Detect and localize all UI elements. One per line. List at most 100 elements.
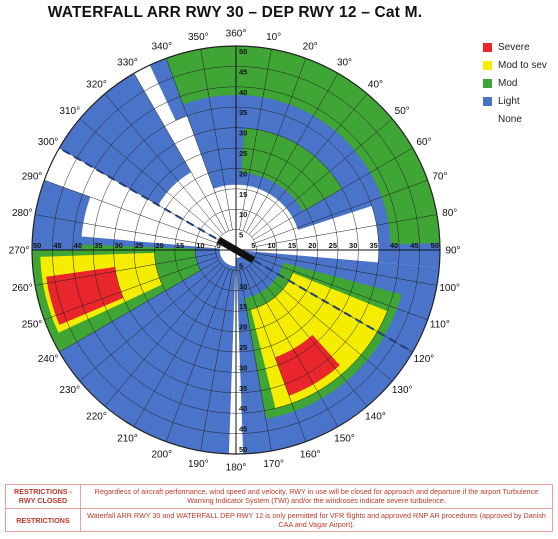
legend-label: Severe (498, 41, 530, 53)
ring-label: 25 (239, 149, 247, 158)
ring-label: 35 (239, 108, 247, 117)
runway-marker (62, 149, 410, 351)
bearing-label: 170° (263, 459, 284, 470)
legend-item-light: Light (483, 92, 547, 110)
ring-label: 45 (239, 425, 247, 434)
ring-label: 5 (251, 241, 255, 250)
bearing-label: 20° (303, 42, 318, 53)
restriction-row-rwy-closed: RESTRICTIONS - RWY CLOSED Regardless of … (5, 484, 553, 509)
bearing-label: 110° (430, 320, 450, 331)
turbulence-band (32, 180, 91, 250)
bearing-label: 230° (59, 385, 80, 396)
bearing-label: 150° (334, 433, 355, 444)
bearing-label: 90° (445, 246, 460, 257)
bearing-label: 330° (117, 58, 138, 69)
legend-swatch (483, 78, 492, 88)
bearing-label: 120° (414, 354, 435, 365)
bearing-line (248, 93, 368, 235)
restriction-label: RESTRICTIONS (5, 507, 81, 533)
restriction-text: Waterfall ARR RWY 30 and WATERFALL DEP R… (80, 507, 553, 533)
bearing-label: 360° (226, 29, 247, 40)
turbulence-band (59, 73, 192, 206)
chart-title: WATERFALL ARR RWY 30 – DEP RWY 12 – Cat … (47, 4, 423, 21)
legend-label: Mod to sev (498, 59, 547, 71)
legend-item-severe: Severe (483, 38, 547, 56)
bearing-labels: 360° 10° 20° 30° 40° 50° 60° 70° 80° 90° 100° 110° 1… (9, 29, 461, 474)
bearing-line (35, 214, 216, 247)
bearing-label: 30° (337, 58, 352, 69)
bearing-label: 100° (439, 283, 460, 294)
turbulence-band (275, 334, 340, 396)
restriction-text: Regardless of aircraft performance, wind… (80, 484, 553, 509)
polar-grid (31, 45, 441, 455)
bearing-label: 160° (300, 449, 321, 460)
bearing-line (239, 270, 272, 451)
ring-label: 20 (155, 241, 163, 250)
bearing-label: 250° (22, 320, 43, 331)
ring-label: 40 (239, 88, 247, 97)
legend-label: Light (498, 95, 520, 107)
legend: Severe Mod to sev Mod Light None (483, 38, 547, 128)
bearing-label: 60° (416, 137, 431, 148)
bearing-line (104, 93, 224, 235)
bearing-line (200, 270, 233, 451)
legend-swatch (483, 115, 492, 124)
runway-bar (216, 236, 256, 264)
ring-label: 10 (267, 241, 275, 250)
restriction-label: RESTRICTIONS - RWY CLOSED (5, 484, 81, 509)
legend-item-none: None (483, 110, 547, 128)
bearing-label: 270° (9, 246, 30, 257)
bearing-line (165, 58, 230, 231)
bearing-line (253, 147, 413, 241)
bearing-label: 290° (22, 171, 43, 182)
bearing-label: 300° (38, 137, 59, 148)
ring-label: 20 (239, 169, 247, 178)
bearing-line (256, 253, 437, 286)
ring-label: 5 (239, 261, 243, 270)
bearing-label: 310° (59, 106, 80, 117)
turbulence-zones (32, 45, 440, 454)
ring-label: 45 (53, 241, 61, 250)
ring-label: 5 (239, 231, 243, 240)
turbulence-band (241, 127, 343, 212)
ring-label: 20 (239, 323, 247, 332)
restriction-row-vfr: RESTRICTIONS Waterfall ARR RWY 30 and WA… (5, 507, 553, 533)
bearing-line (255, 179, 428, 244)
ring-label: 50 (239, 445, 247, 454)
bearing-line (251, 118, 393, 238)
bearing-label: 80° (442, 208, 457, 219)
bearing-line (248, 265, 368, 407)
wind-rose: 360° 10° 20° 30° 40° 50° 60° 70° 80° 90° 100° 110° 1… (9, 29, 461, 474)
bearing-label: 260° (12, 283, 33, 294)
bearing-label: 40° (368, 79, 383, 90)
bearing-line (79, 118, 221, 238)
ring-label: 25 (239, 343, 247, 352)
bearing-line (200, 49, 233, 230)
bearing-label: 220° (86, 412, 107, 423)
bearing-label: 280° (12, 208, 33, 219)
bearing-line (251, 262, 393, 382)
bearing-line (44, 179, 217, 244)
legend-item-mod-to-sev: Mod to sev (483, 56, 547, 74)
turbulence-band (166, 46, 440, 245)
bearing-label: 50° (395, 106, 410, 117)
ring-label: 5 (217, 241, 221, 250)
ring-label: 20 (308, 241, 316, 250)
ring-label: 25 (329, 241, 337, 250)
bearing-label: 10° (266, 32, 281, 43)
bearing-label: 180° (226, 463, 247, 474)
legend-swatch (483, 42, 492, 52)
bearing-line (255, 256, 428, 321)
turbulence-band (46, 267, 124, 325)
ring-label: 40 (239, 404, 247, 413)
bearing-line (245, 267, 339, 427)
ring-label: 40 (74, 241, 82, 250)
bearing-label: 190° (188, 459, 209, 470)
ring-label: 45 (410, 241, 418, 250)
bearing-label: 340° (151, 42, 172, 53)
bearing-line (239, 49, 272, 230)
bearing-line (133, 267, 227, 427)
bearing-label: 130° (392, 385, 413, 396)
restrictions-table: RESTRICTIONS - RWY CLOSED Regardless of … (5, 484, 553, 533)
ring-label: 40 (390, 241, 398, 250)
